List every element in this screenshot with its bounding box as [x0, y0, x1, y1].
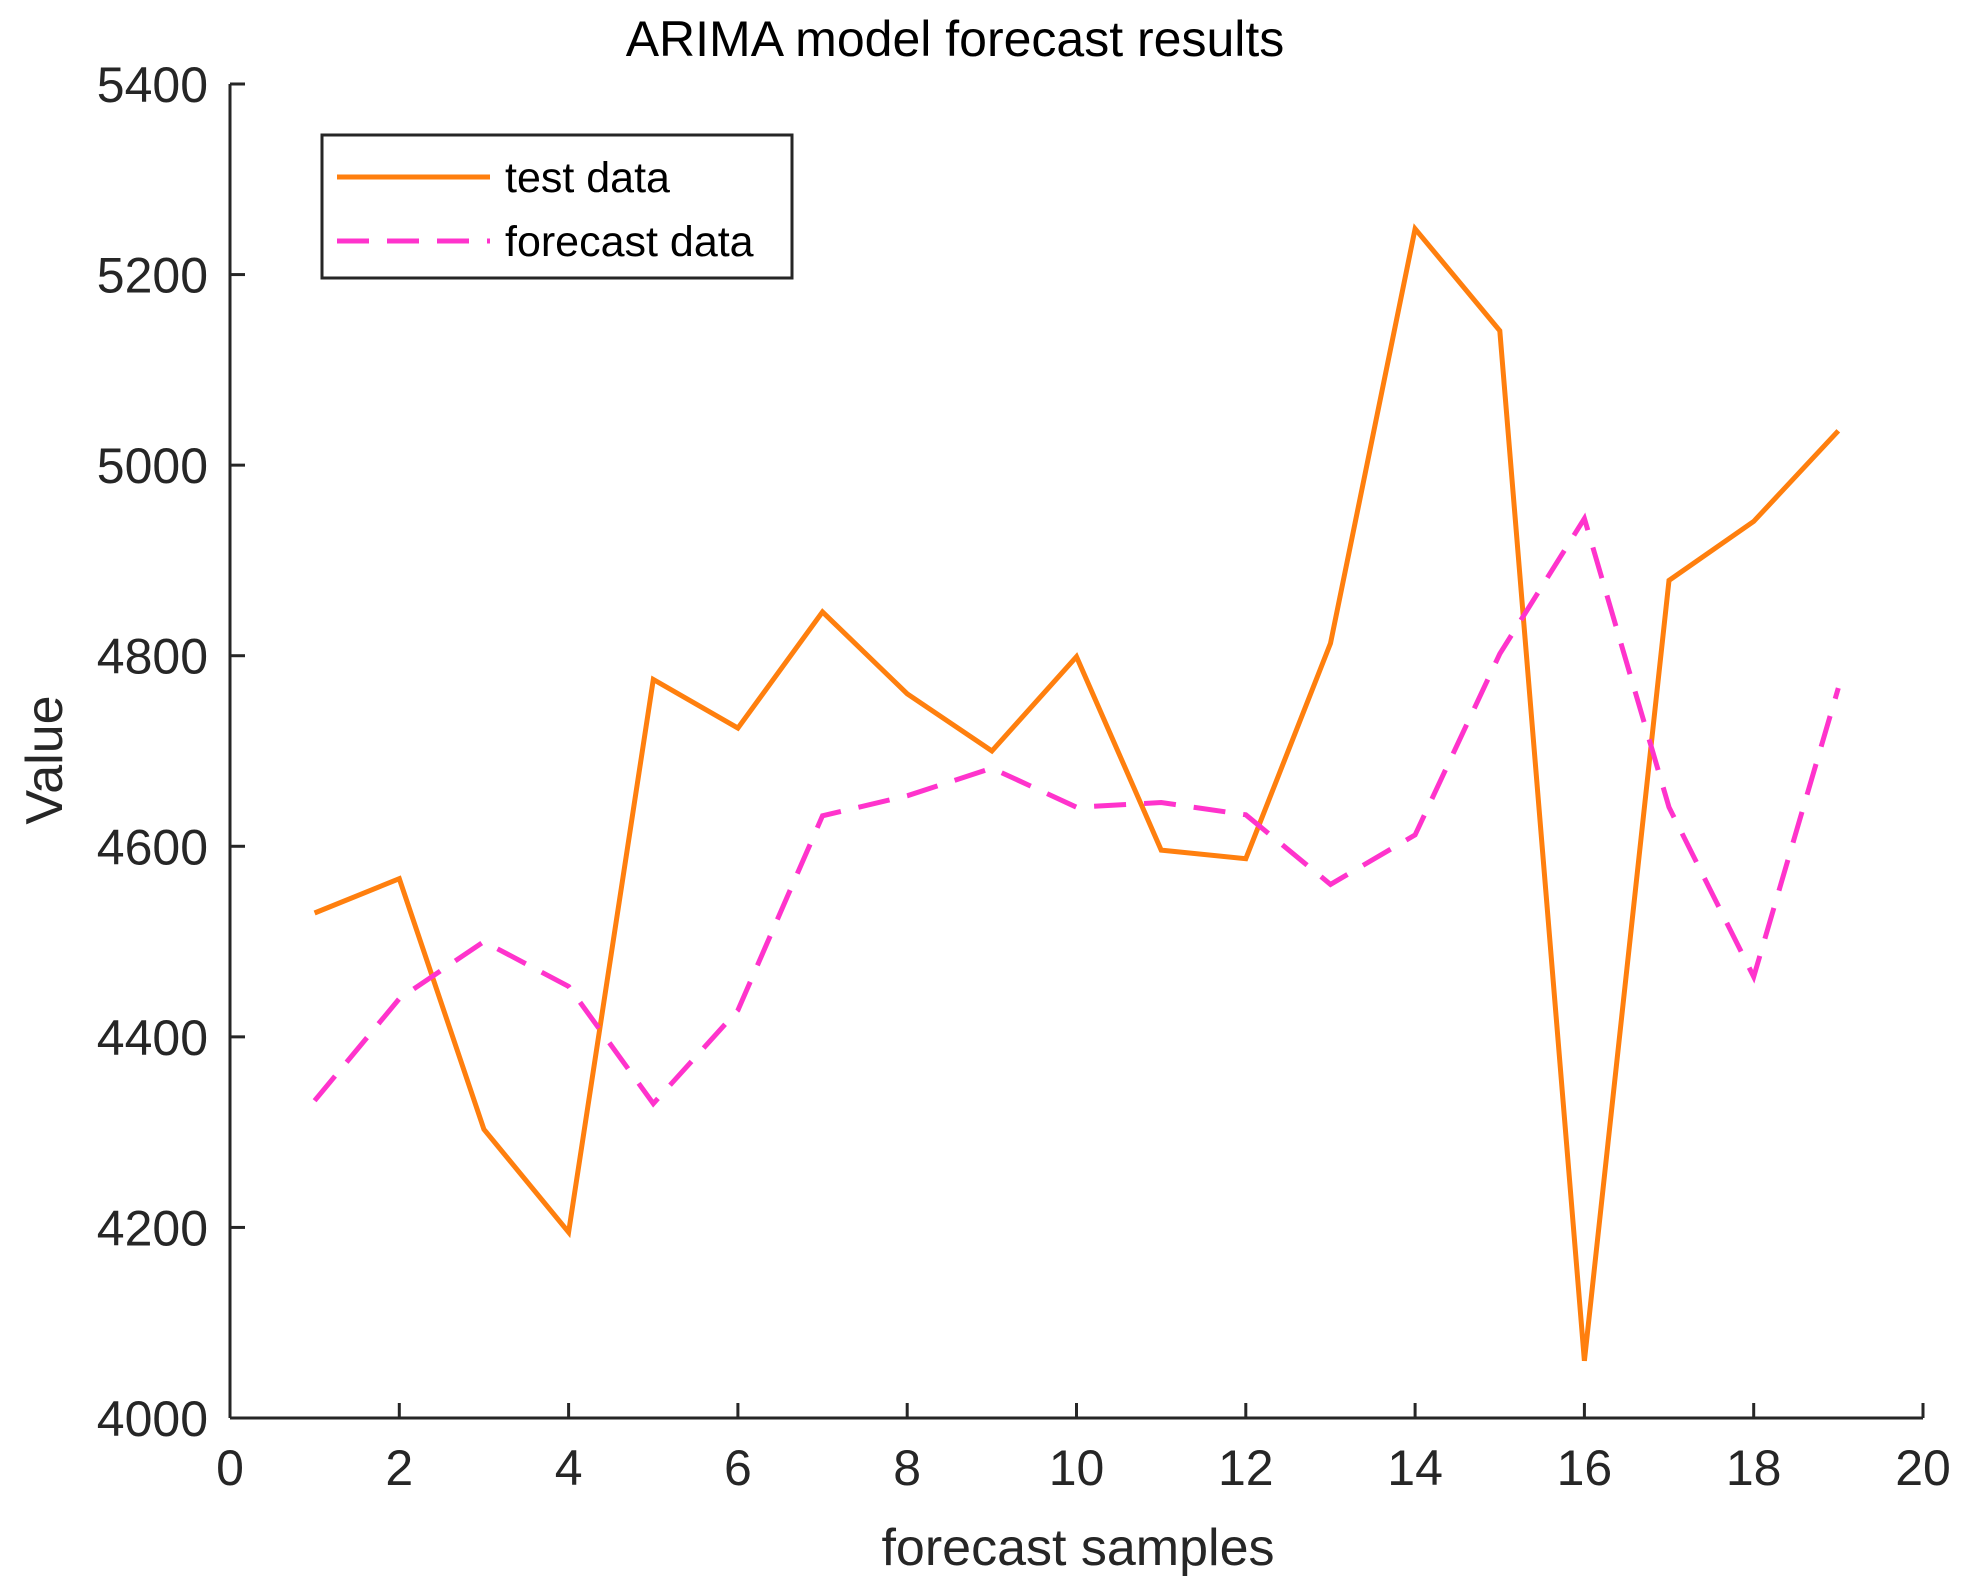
test-data-line: [313, 223, 1841, 1362]
legend-box: [320, 133, 794, 280]
chart-title: ARIMA model forecast results: [626, 11, 1285, 67]
forecast-data-line: [312, 512, 1841, 1108]
y-tick-label: 5000: [97, 438, 208, 494]
x-tick-label: 20: [1895, 1440, 1951, 1496]
x-tick-label: 2: [385, 1440, 413, 1496]
series-layer: [312, 223, 1841, 1362]
y-tick-label: 4200: [97, 1200, 208, 1256]
x-tick-label: 6: [724, 1440, 752, 1496]
x-tick-label: 8: [893, 1440, 921, 1496]
x-tick-label: 0: [216, 1440, 244, 1496]
y-tick-label: 4000: [97, 1391, 208, 1447]
x-tick-label: 18: [1726, 1440, 1782, 1496]
x-tick-label: 4: [555, 1440, 583, 1496]
x-tick-label: 10: [1049, 1440, 1105, 1496]
legend-label: test data: [505, 154, 670, 202]
x-axis-title: forecast samples: [881, 1519, 1274, 1577]
x-tick-label: 16: [1557, 1440, 1613, 1496]
y-tick-label: 5200: [97, 248, 208, 304]
y-axis-title: Value: [16, 695, 74, 824]
legend: test data forecast data: [320, 133, 794, 280]
y-tick-label: 4800: [97, 629, 208, 685]
legend-label: forecast data: [505, 218, 754, 266]
y-tick-label: 5400: [97, 57, 208, 113]
x-tick-label: 14: [1387, 1440, 1443, 1496]
axes: 0 2 4 6 8 10 12 14 16 18 20 4000 4200 4400 4600 4800 500…: [97, 57, 1951, 1496]
x-tick-label: 12: [1218, 1440, 1274, 1496]
y-tick-label: 4600: [97, 819, 208, 875]
y-tick-label: 4400: [97, 1010, 208, 1066]
